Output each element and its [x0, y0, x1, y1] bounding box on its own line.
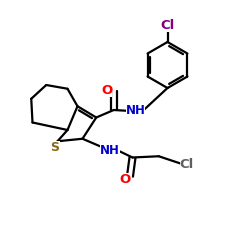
Text: NH: NH: [100, 144, 120, 157]
Text: O: O: [119, 173, 130, 186]
Text: S: S: [50, 141, 59, 154]
Text: O: O: [101, 84, 112, 96]
Text: Cl: Cl: [160, 18, 174, 32]
Text: Cl: Cl: [180, 158, 194, 171]
Text: NH: NH: [126, 104, 146, 117]
